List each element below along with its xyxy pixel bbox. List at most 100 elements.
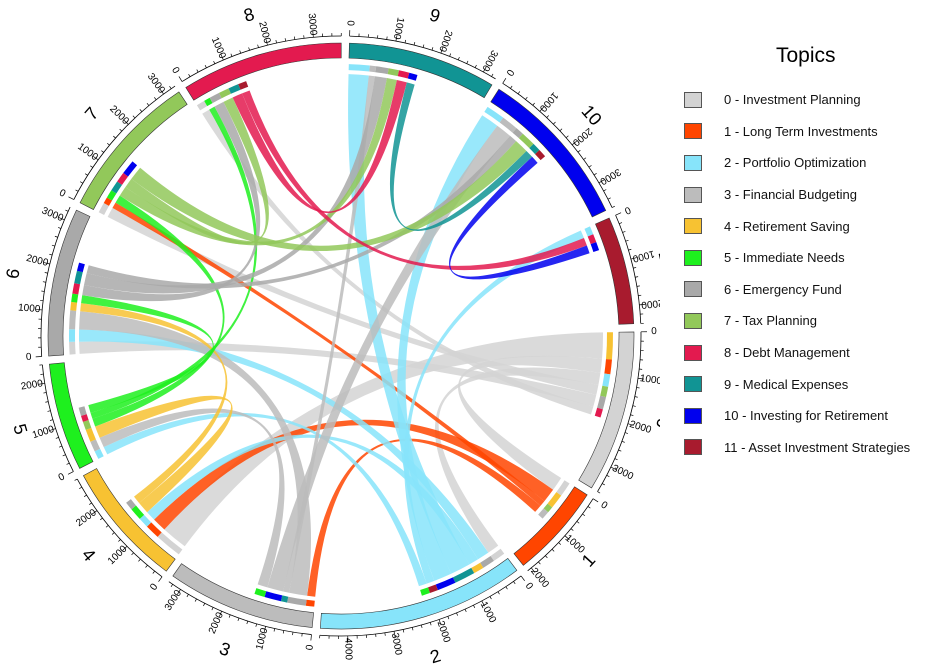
sector-tick-label-8: 0	[169, 65, 182, 76]
link-strip-2-10	[435, 577, 456, 591]
sector-tick-8	[257, 44, 259, 48]
legend-swatch	[684, 376, 702, 393]
link-strip-3-5	[254, 588, 267, 598]
sector-tick-label-4: 0	[148, 581, 160, 592]
chord-ribbon-4-6	[80, 303, 228, 503]
sector-tick-2	[393, 631, 396, 638]
sector-tick-2	[447, 616, 450, 620]
sector-tick-5	[49, 428, 56, 431]
sector-tick-10	[603, 189, 607, 192]
link-strip-1-4	[547, 492, 562, 508]
sector-tick-1	[570, 528, 574, 531]
sector-tick-label-10: 0	[503, 67, 515, 78]
sector-tick-11	[633, 267, 637, 269]
legend-label: 0 - Investment Planning	[724, 92, 861, 108]
sector-tick-9	[413, 42, 416, 46]
sector-tick-10	[559, 128, 563, 132]
legend: Topics 0 - Investment Planning 1 - Long T…	[680, 44, 930, 463]
link-strip-3-9	[280, 595, 289, 603]
sector-tick-3	[203, 603, 206, 607]
legend-item-0: 0 - Investment Planning	[680, 84, 930, 116]
sector-tick-label-9: 3000	[479, 48, 499, 73]
sector-tick-6	[36, 309, 43, 311]
chord-ribbon-0-7	[107, 207, 599, 395]
sector-label-0: 0	[652, 416, 660, 431]
sector-tick-4	[122, 545, 128, 551]
legend-swatch	[684, 249, 702, 266]
link-strip-6-3	[69, 310, 77, 330]
link-strip-5-6	[78, 406, 87, 416]
sector-axis-6	[40, 206, 71, 357]
link-strip-10-11	[535, 149, 546, 161]
sector-label-5: 5	[9, 422, 31, 437]
sector-tick-label-2: 3000	[389, 632, 404, 656]
link-strip-3-10	[264, 591, 283, 602]
sector-tick-0	[637, 377, 644, 380]
link-strip-0-4	[605, 332, 613, 360]
sector-tick-6	[49, 253, 53, 256]
sector-label-8: 8	[242, 4, 257, 26]
sector-tick-1	[564, 535, 570, 540]
sector-tick-label-8: 3000	[306, 13, 319, 37]
sector-axis-2	[319, 575, 522, 637]
sector-tick-4	[138, 558, 141, 562]
sector-tick-0	[630, 414, 634, 416]
sector-label-7: 7	[81, 103, 103, 124]
link-strip-8-0	[196, 100, 208, 111]
sector-label-2: 2	[428, 645, 443, 667]
legend-item-9: 9 - Medical Expenses	[680, 368, 930, 400]
sector-tick-9	[491, 73, 494, 77]
link-strip-7-10	[123, 161, 138, 177]
link-strip-5-2	[94, 448, 104, 459]
chord-ribbon-6-10	[86, 135, 517, 289]
sector-tick-1	[538, 561, 541, 565]
link-strip-9-7	[387, 68, 400, 77]
sector-band-9	[348, 42, 493, 99]
sector-tick-9	[483, 66, 487, 73]
sector-tick-10	[611, 205, 615, 208]
sector-tick-8	[248, 47, 250, 51]
sector-tick-5	[49, 419, 53, 421]
sector-tick-6	[43, 262, 50, 265]
sector-tick-8	[239, 50, 242, 54]
link-strip-8-9	[228, 84, 241, 94]
sector-axis-5	[41, 364, 74, 472]
sector-tick-9	[404, 39, 407, 43]
link-strip-4-6	[126, 499, 137, 510]
sector-tick-10	[553, 121, 556, 125]
sector-tick-11	[639, 303, 646, 306]
sector-tick-9	[466, 60, 469, 64]
sector-tick-8	[196, 69, 199, 73]
legend-item-2: 2 - Portfolio Optimization	[680, 147, 930, 179]
sector-tick-label-5: 0	[57, 471, 67, 484]
sector-tick-1	[592, 498, 599, 503]
sector-tick-7	[90, 165, 93, 168]
legend-item-5: 5 - Immediate Needs	[680, 242, 930, 274]
sector-ring	[47, 42, 635, 630]
sector-tick-8	[230, 53, 233, 57]
sector-tick-10	[598, 179, 605, 184]
legend-swatch	[684, 154, 702, 171]
sector-tick-2	[411, 627, 414, 631]
sector-tick-1	[558, 542, 561, 545]
sector-tick-2	[429, 622, 432, 626]
link-strip-4-1	[146, 522, 162, 537]
sector-tick-5	[67, 471, 74, 475]
sector-tick-0	[597, 491, 601, 494]
link-strip-11-2	[584, 226, 594, 237]
sector-tick-label-5: 1000	[31, 424, 56, 441]
chord-ribbon-2-5	[103, 412, 427, 587]
sector-tick-0	[632, 405, 636, 407]
link-strip-4-2	[139, 514, 152, 527]
sector-tick-10	[539, 106, 545, 112]
sector-tick-0	[618, 449, 622, 452]
chord-diagram: 0100020003000001000200010100020003000400…	[2, 4, 660, 667]
sector-tick-6	[54, 235, 58, 238]
link-strip-8-11	[238, 81, 249, 90]
sector-tick-label-2: 2000	[435, 619, 453, 644]
sector-tick-10	[577, 149, 581, 153]
sector-tick-5	[55, 437, 59, 439]
legend-item-6: 6 - Emergency Fund	[680, 274, 930, 306]
sector-tick-0	[610, 466, 617, 470]
sector-tick-3	[211, 607, 214, 611]
